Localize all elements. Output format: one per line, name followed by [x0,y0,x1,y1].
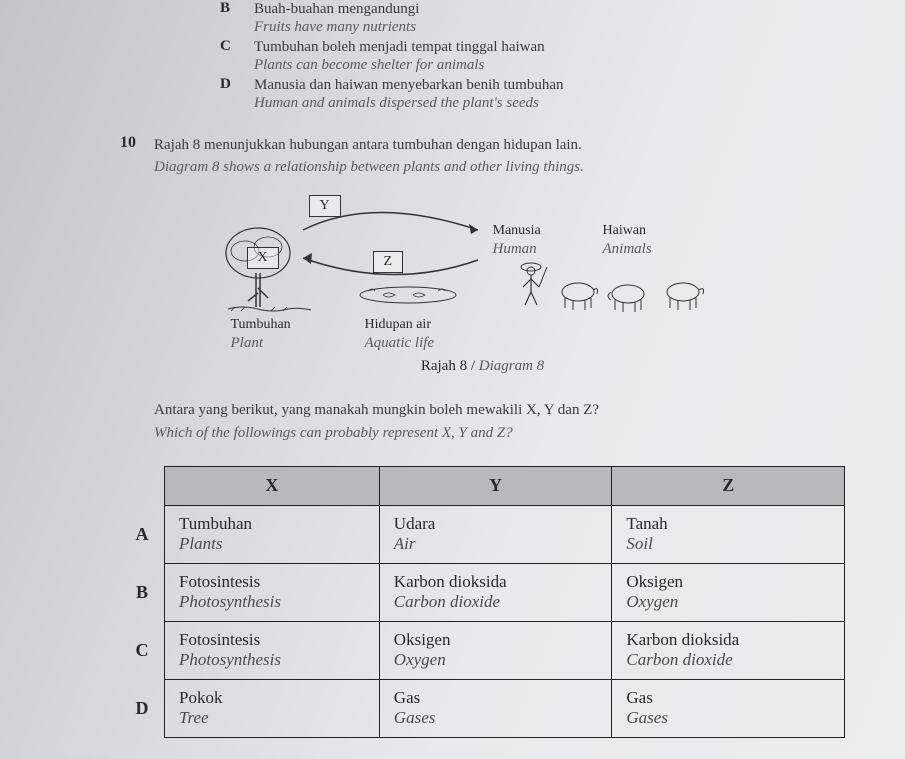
choice-b: B Buah-buahan mengandungi Fruits have ma… [220,0,845,36]
cell-m: Udara [394,514,598,534]
farmer-icon [513,257,553,312]
choice-malay: Manusia dan haiwan menyebarkan benih tum… [254,77,564,93]
label-malay: Haiwan [603,223,647,238]
label-haiwan: Haiwan Animals [603,223,652,259]
cycle-arrows-icon [283,200,503,290]
label-hidupan: Hidupan air Aquatic life [365,317,435,353]
cell-e: Gases [626,708,830,728]
table-row: PokokTree GasGases GasGases [165,679,845,737]
diagram-8: X Y Z Manusia Human Haiwan Animals [223,195,743,350]
caption-eng: Diagram 8 [479,358,544,374]
cell-m: Gas [394,688,598,708]
answer-table-wrap: A B C D X Y Z TumbuhanPlants UdaraAir Ta… [120,466,845,738]
th-y: Y [379,466,612,505]
q-eng: Diagram 8 shows a relationship between p… [154,159,584,175]
label-malay: Tumbuhan [231,317,291,332]
th-z: Z [612,466,845,505]
cell-e: Photosynthesis [179,592,365,612]
choice-letter: B [220,0,254,36]
choice-body: Tumbuhan boleh menjadi tempat tinggal ha… [254,38,845,74]
choice-c: C Tumbuhan boleh menjadi tempat tinggal … [220,38,845,74]
label-malay: Manusia [493,223,541,238]
question-number: 10 [120,134,154,177]
table-header-row: X Y Z [165,466,845,505]
cell-e: Air [394,534,598,554]
choice-d: D Manusia dan haiwan menyebarkan benih t… [220,76,845,112]
cell-m: Pokok [179,688,365,708]
label-malay: Hidupan air [365,317,431,332]
caption-malay: Rajah 8 / [421,358,479,374]
cell-m: Fotosintesis [179,572,365,592]
label-eng: Human [493,241,537,257]
cell-e: Carbon dioxide [394,592,598,612]
choice-letter: D [220,76,254,112]
cell-m: Tumbuhan [179,514,365,534]
choice-body: Buah-buahan mengandungi Fruits have many… [254,0,845,36]
choice-malay: Buah-buahan mengandungi [254,1,419,17]
table-row: FotosintesisPhotosynthesis OksigenOxygen… [165,621,845,679]
table-row: TumbuhanPlants UdaraAir TanahSoil [165,505,845,563]
prev-choices: B Buah-buahan mengandungi Fruits have ma… [220,0,845,112]
cell-e: Photosynthesis [179,650,365,670]
question-10: 10 Rajah 8 menunjukkan hubungan antara t… [120,134,845,177]
cell-e: Oxygen [626,592,830,612]
qt-malay: Antara yang berikut, yang manakah mungki… [154,402,599,418]
choice-malay: Tumbuhan boleh menjadi tempat tinggal ha… [254,39,545,55]
qt-eng: Which of the followings can probably rep… [154,425,513,441]
cell-m: Oksigen [626,572,830,592]
cell-e: Carbon dioxide [626,650,830,670]
th-x: X [165,466,380,505]
choice-eng: Human and animals dispersed the plant's … [254,95,539,111]
cell-m: Gas [626,688,830,708]
question-body: Rajah 8 menunjukkan hubungan antara tumb… [154,134,845,177]
box-x: X [247,247,279,269]
choice-letter: C [220,38,254,74]
diagram-caption: Rajah 8 / Diagram 8 [120,358,845,375]
choice-body: Manusia dan haiwan menyebarkan benih tum… [254,76,845,112]
animals-icon [553,270,733,320]
choice-eng: Fruits have many nutrients [254,19,416,35]
label-manusia: Manusia Human [493,223,541,259]
row-letter-b: B [120,564,164,622]
table-row: FotosintesisPhotosynthesis Karbon dioksi… [165,563,845,621]
question-text: Antara yang berikut, yang manakah mungki… [154,399,845,444]
cell-e: Tree [179,708,365,728]
choice-eng: Plants can become shelter for animals [254,57,484,73]
cell-m: Fotosintesis [179,630,365,650]
cell-e: Plants [179,534,365,554]
cell-m: Oksigen [394,630,598,650]
cell-m: Karbon dioksida [394,572,598,592]
cell-m: Tanah [626,514,830,534]
label-eng: Aquatic life [365,335,435,351]
q-malay: Rajah 8 menunjukkan hubungan antara tumb… [154,137,582,153]
label-eng: Animals [603,241,652,257]
label-eng: Plant [231,335,264,351]
row-letter-c: C [120,622,164,680]
cell-e: Soil [626,534,830,554]
row-letter-a: A [120,506,164,564]
cell-m: Karbon dioksida [626,630,830,650]
cell-e: Oxygen [394,650,598,670]
cell-e: Gases [394,708,598,728]
row-letter-d: D [120,680,164,738]
label-tumbuhan: Tumbuhan Plant [231,317,291,353]
aquatic-icon [353,283,463,318]
answer-table: X Y Z TumbuhanPlants UdaraAir TanahSoil … [164,466,845,738]
